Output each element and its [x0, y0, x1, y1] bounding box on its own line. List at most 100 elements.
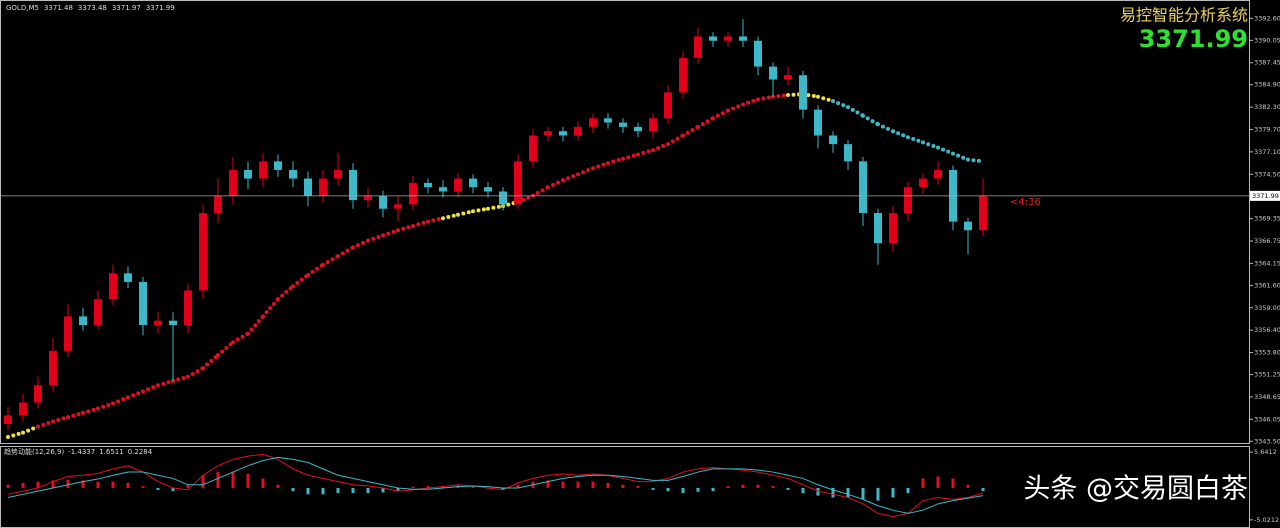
candle-body — [454, 178, 462, 192]
y-tick-label: 3343.50 — [1254, 437, 1280, 445]
header-value: 3373.48 — [78, 4, 107, 12]
ma-segment — [591, 161, 610, 171]
y-tick-label: 5.6412 — [1254, 448, 1277, 456]
histogram-bar — [141, 486, 145, 488]
ma-segment — [51, 415, 70, 424]
candle-body — [199, 213, 207, 291]
ma-segment — [201, 353, 220, 371]
ma-segment — [306, 262, 325, 278]
ma-segment — [96, 401, 115, 411]
ma-segment — [456, 209, 475, 217]
candle-body — [679, 57, 687, 93]
histogram-bar — [321, 487, 325, 495]
ma-segment — [276, 284, 295, 302]
ma-segment — [561, 172, 580, 183]
histogram-bar — [606, 482, 610, 488]
ma-segment — [81, 406, 100, 415]
candle-body — [394, 204, 402, 209]
histogram-bar — [921, 478, 925, 488]
histogram-bar — [246, 473, 250, 488]
y-tick-label: 3392.60 — [1254, 14, 1280, 22]
candle-body — [814, 109, 822, 136]
candle-body — [364, 195, 372, 201]
histogram-bar — [576, 481, 580, 488]
candle-body — [859, 161, 867, 214]
histogram-bar — [756, 484, 760, 488]
candle-body — [409, 182, 417, 205]
ma-segment — [651, 142, 670, 153]
ma-segment — [441, 212, 460, 221]
candle-body — [529, 135, 537, 162]
ma-segment — [681, 124, 700, 138]
y-tick-label: 3366.75 — [1254, 237, 1280, 245]
header-value: -1.4337 — [68, 448, 95, 456]
histogram-bar — [366, 487, 370, 494]
histogram-bar — [516, 484, 520, 488]
ma-segment — [141, 383, 160, 394]
ma-segment — [636, 148, 655, 157]
histogram-bar — [426, 486, 430, 488]
histogram-bar — [636, 486, 640, 488]
candle-body — [184, 290, 192, 325]
histogram-bar — [411, 486, 415, 488]
candle-body — [334, 169, 342, 179]
candle-body — [34, 385, 42, 403]
ma-segment — [171, 374, 190, 383]
ma-segment — [606, 156, 625, 166]
candle-body — [844, 144, 852, 162]
candle-body — [739, 36, 747, 41]
header-value: 3371.48 — [44, 4, 73, 12]
candle-body — [934, 169, 942, 179]
histogram-bar — [156, 487, 160, 490]
bar-timer: <4:36 — [1010, 197, 1041, 208]
ma-segment — [426, 216, 445, 224]
y-tick-label: 3379.70 — [1254, 125, 1280, 133]
ma-segment — [966, 157, 985, 164]
ma-segment — [771, 93, 790, 99]
candle-body — [484, 187, 492, 192]
ma-segment — [696, 116, 715, 129]
ma-segment — [951, 151, 970, 162]
candle-body — [424, 182, 432, 188]
watermark: 头条 @交易圆白茶 — [1023, 474, 1248, 505]
ma-segment — [936, 145, 955, 156]
histogram-bar — [381, 487, 385, 493]
ma-segment — [186, 366, 205, 379]
candle-body — [754, 40, 762, 67]
histogram-bar — [621, 484, 625, 488]
candle-body — [469, 178, 477, 188]
histogram-bar — [51, 480, 55, 488]
histogram-bar — [816, 487, 820, 496]
candle-body — [889, 213, 897, 244]
histogram-bar — [501, 487, 505, 490]
candle-body — [574, 126, 582, 136]
histogram-bar — [396, 487, 400, 491]
candle-body — [619, 122, 627, 127]
ma-segment — [921, 140, 940, 150]
ma-segment — [861, 113, 880, 127]
y-tick-label: 3369.35 — [1254, 215, 1280, 223]
histogram-bar — [6, 484, 10, 488]
ma-segment — [801, 92, 820, 99]
histogram-bar — [741, 484, 745, 488]
histogram-bar — [186, 484, 190, 488]
candle-body — [589, 118, 597, 127]
candle-body — [829, 135, 837, 145]
ma-segment — [156, 378, 175, 388]
ma-segment — [231, 331, 250, 345]
histogram-bar — [831, 487, 835, 498]
candle-body — [904, 187, 912, 214]
histogram-bar — [876, 487, 880, 501]
symbol: GOLD,M5 — [6, 4, 39, 12]
candle-body — [289, 169, 297, 179]
histogram-bar — [471, 486, 475, 488]
ma-segment — [621, 152, 640, 161]
candle-body — [649, 118, 657, 132]
candle-body — [139, 281, 147, 325]
candle-body — [154, 320, 162, 325]
candle-body — [979, 195, 987, 231]
ma-segment — [831, 99, 850, 110]
ma-segment — [471, 206, 490, 214]
ma-segment — [366, 233, 385, 243]
